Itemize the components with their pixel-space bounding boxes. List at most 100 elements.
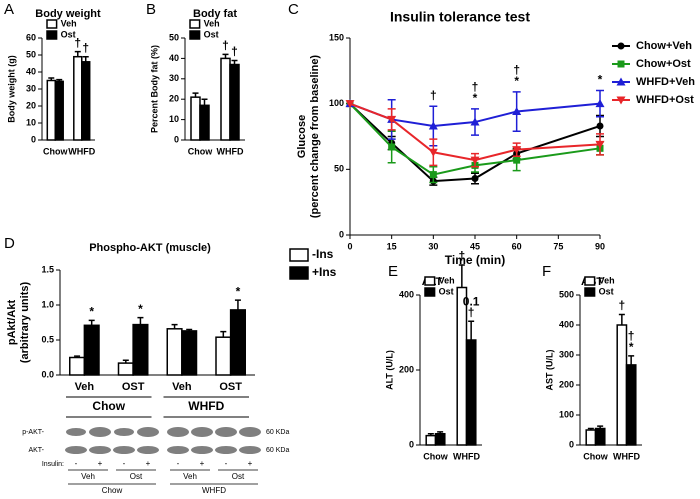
x-tick-label: WHFD xyxy=(613,451,640,461)
y-axis-label: Body weight (g) xyxy=(6,55,16,123)
bar xyxy=(434,433,446,446)
point xyxy=(513,156,521,164)
y-tick-label: 400 xyxy=(399,289,414,299)
blot-insulin: + xyxy=(200,459,205,468)
blot-insulin: - xyxy=(225,459,228,468)
x-tick-label: Veh xyxy=(172,381,192,393)
blot-insulin: + xyxy=(98,459,103,468)
point xyxy=(428,148,438,157)
error-bar xyxy=(618,313,625,325)
annotation: † xyxy=(430,88,437,102)
annotation: † xyxy=(468,305,475,319)
series-line xyxy=(349,102,601,162)
legend-label: Chow+Veh xyxy=(636,40,692,52)
x-tick-label: Chow xyxy=(188,146,213,156)
bar xyxy=(625,364,637,446)
x-tick-label: 45 xyxy=(470,241,480,251)
bar xyxy=(425,434,437,446)
legend-swatch xyxy=(584,276,596,286)
point xyxy=(470,156,480,165)
group-label: WHFD xyxy=(188,399,224,413)
panel-label: B xyxy=(146,1,156,18)
panel-label: C xyxy=(288,1,299,18)
y-axis-label: (percent change from baseline) xyxy=(309,55,321,219)
point xyxy=(596,122,604,130)
legend-swatch xyxy=(424,287,436,297)
annotation: † xyxy=(628,329,635,343)
chart-title: Body weight xyxy=(35,8,101,20)
annotation: * xyxy=(629,340,634,354)
error-bar xyxy=(74,50,81,57)
annotation: † xyxy=(82,41,89,55)
point xyxy=(595,99,605,108)
error-bar xyxy=(192,92,199,98)
blot-size-label: 60 KDa xyxy=(266,429,289,436)
blot-insulin: - xyxy=(123,459,126,468)
annotation: † xyxy=(459,249,466,263)
y-tick-label: 500 xyxy=(559,289,574,299)
bar xyxy=(190,96,201,141)
point xyxy=(387,115,397,124)
error-bar xyxy=(597,425,604,429)
x-tick-label: 90 xyxy=(595,241,605,251)
legend-label: Ost xyxy=(439,286,454,296)
x-axis-label: Time (min) xyxy=(445,253,505,267)
error-bar xyxy=(56,78,63,82)
legend-label: WHFD+Veh xyxy=(636,76,695,88)
blot-treatment: Veh xyxy=(81,472,95,481)
error-bar xyxy=(201,98,208,106)
legend-marker xyxy=(617,42,625,50)
y-axis-label: (arbitrary units) xyxy=(19,282,31,364)
bar xyxy=(585,429,597,446)
legend-label: Veh xyxy=(439,275,455,285)
annotation: * xyxy=(89,305,94,319)
error-bar xyxy=(628,355,635,365)
y-tick-label: 50 xyxy=(169,32,179,42)
y-tick-label: 20 xyxy=(169,94,179,104)
y-tick-label: 400 xyxy=(559,319,574,329)
y-tick-label: 150 xyxy=(329,32,344,42)
y-tick-label: 0 xyxy=(569,439,574,449)
x-tick-label: WHFD xyxy=(68,146,95,156)
legend-label: Veh xyxy=(204,18,220,28)
y-tick-label: 1.5 xyxy=(41,264,54,274)
legend-marker xyxy=(616,77,626,86)
x-tick-label: 0 xyxy=(347,241,352,251)
legend-label: -Ins xyxy=(312,247,334,261)
blot-lanes xyxy=(65,427,261,454)
blot-size-label: 60 KDa xyxy=(266,447,289,454)
y-tick-label: 10 xyxy=(169,114,179,124)
bar xyxy=(215,336,232,376)
legend-swatch xyxy=(424,276,436,286)
y-tick-label: 40 xyxy=(26,66,36,76)
legend-swatch xyxy=(584,287,596,297)
legend-label: Ost xyxy=(61,29,76,39)
x-tick-label: OST xyxy=(122,381,145,393)
y-tick-label: 10 xyxy=(26,117,36,127)
blot-treatment: Ost xyxy=(232,472,245,481)
blot-insulin: + xyxy=(248,459,253,468)
error-bar xyxy=(48,77,55,81)
error-bar xyxy=(458,264,465,288)
bar xyxy=(199,104,210,141)
y-tick-label: 50 xyxy=(26,49,36,59)
bar xyxy=(220,57,231,141)
y-tick-label: 0 xyxy=(409,439,414,449)
annotation: † xyxy=(513,63,520,77)
error-bar xyxy=(231,59,238,65)
y-tick-label: 300 xyxy=(559,349,574,359)
chart-title: Insulin tolerance test xyxy=(390,9,530,25)
bar xyxy=(465,339,477,446)
blot-insulin: - xyxy=(177,459,180,468)
error-bar xyxy=(468,320,475,340)
panel-label: E xyxy=(388,263,398,280)
x-tick-label: 75 xyxy=(553,241,563,251)
annotation: † xyxy=(619,299,626,313)
y-tick-label: 40 xyxy=(169,53,179,63)
x-tick-label: Chow xyxy=(583,451,608,461)
x-tick-label: 15 xyxy=(387,241,397,251)
chart-title: Body fat xyxy=(193,8,237,20)
bar xyxy=(594,427,606,446)
bar xyxy=(132,323,149,376)
point xyxy=(512,107,522,116)
